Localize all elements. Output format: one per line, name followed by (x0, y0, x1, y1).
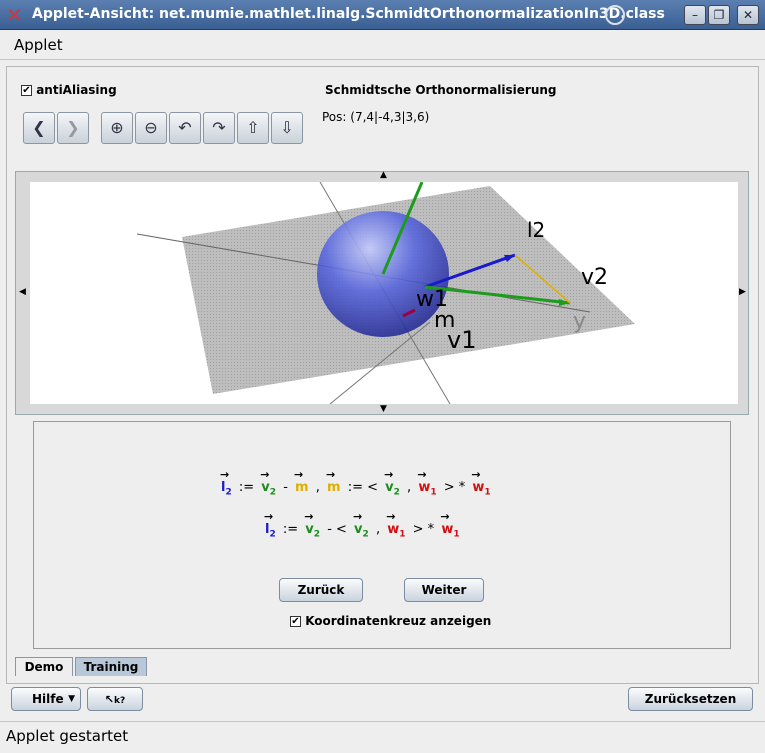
pointer-help-icon: ↖ (104, 693, 114, 706)
scroll-down-icon[interactable]: ▼ (380, 404, 387, 414)
vector-v2 (424, 285, 571, 305)
vector-v2-symbol-2: v2 (384, 468, 400, 497)
applet-panel: ✔ antiAliasing Schmidtsche Orthonormalis… (6, 66, 759, 684)
vector-m-symbol-2: m (326, 468, 341, 495)
rotate-down-icon[interactable]: ⇩ (271, 112, 303, 144)
antialiasing-label: antiAliasing (36, 83, 117, 97)
label-v2: v2 (581, 265, 608, 290)
back-button[interactable]: Zurück (279, 578, 363, 602)
context-help-label: k? (114, 696, 126, 706)
checkbox-check-icon[interactable]: ✔ (21, 85, 32, 96)
rotate-left-icon[interactable]: ↶ (169, 112, 201, 144)
vector-l2-head (504, 255, 515, 262)
show-axes-checkbox[interactable]: ✔ Koordinatenkreuz anzeigen (290, 614, 491, 628)
vector-l2-symbol-line2: l2 (264, 510, 276, 539)
scroll-up-icon[interactable]: ▲ (380, 170, 387, 180)
help-dropdown[interactable]: Hilfe ▼ (11, 687, 81, 711)
window-title: Applet-Ansicht: net.mumie.mathlet.linalg… (32, 6, 665, 22)
close-icon[interactable]: ✕ (737, 5, 759, 25)
tab-training[interactable]: Training (75, 657, 147, 676)
scene-svg[interactable]: l2 v2 w1 m v1 y (30, 181, 738, 405)
vector-v2-symbol-line2: v2 (304, 510, 320, 539)
label-m: m (434, 308, 455, 333)
zoom-out-icon[interactable]: ⊖ (135, 112, 167, 144)
status-bar: Applet gestartet (0, 721, 765, 753)
zoom-in-icon[interactable]: ⊕ (101, 112, 133, 144)
vector-w1-symbol-line2: w1 (386, 510, 405, 539)
maximize-icon[interactable]: ❐ (708, 5, 730, 25)
next-button[interactable]: Weiter (404, 578, 484, 602)
scroll-right-icon[interactable]: ▶ (739, 287, 746, 297)
java-icon (605, 5, 625, 25)
vector-w1-symbol-2: w1 (471, 468, 490, 497)
label-v1: v1 (447, 326, 476, 354)
operator-minus: - (283, 480, 288, 495)
separator-comma: , (315, 480, 320, 495)
operator-close-line2: > * (412, 522, 435, 537)
rotate-up-icon[interactable]: ⇧ (237, 112, 269, 144)
label-w1: w1 (416, 287, 448, 312)
vector-v2-head (559, 299, 570, 306)
menu-applet[interactable]: Applet (14, 36, 63, 54)
help-label: Hilfe (32, 692, 64, 706)
vector-m-line (514, 254, 571, 304)
page-title: Schmidtsche Orthonormalisierung (325, 83, 557, 97)
formula-line-2: l2 := v2 - < v2 , w1 > * w1 (262, 510, 463, 539)
reset-button[interactable]: Zurücksetzen (628, 687, 753, 711)
view-frame: ▲ ▼ ◀ ▶ (15, 170, 749, 415)
vector-w1-symbol: w1 (417, 468, 436, 497)
status-text: Applet gestartet (6, 727, 129, 745)
scroll-left-icon[interactable]: ◀ (19, 287, 26, 297)
vector-v2-symbol: v2 (260, 468, 276, 497)
3d-canvas[interactable]: l2 v2 w1 m v1 y (30, 181, 738, 405)
tab-demo[interactable]: Demo (15, 657, 73, 676)
vector-v2-axis (381, 181, 424, 275)
separator-comma-2: , (407, 480, 412, 495)
formula-line-1: l2 := v2 - m , m := < v2 , w1 > * w1 (218, 468, 494, 498)
label-y-axis: y (573, 309, 586, 334)
antialiasing-checkbox[interactable]: ✔ antiAliasing (21, 83, 117, 97)
operator-assign-inner: := < (347, 480, 378, 495)
vector-l2 (424, 253, 516, 289)
rotate-right-icon[interactable]: ↷ (203, 112, 235, 144)
operator-assign-line2: := (282, 522, 299, 537)
operator-close-times: > * (443, 480, 466, 495)
position-readout: Pos: (7,4|-4,3|3,6) (322, 110, 430, 124)
formula-panel: l2 := v2 - m , m := < v2 , w1 > * w1 l2 … (33, 421, 731, 649)
label-l2: l2 (527, 218, 545, 242)
vector-w1 (402, 308, 416, 318)
context-help-button[interactable]: ↖k? (87, 687, 143, 711)
separator-comma-line2: , (375, 522, 381, 537)
vector-m-symbol: m (294, 468, 309, 495)
axis-line-2 (329, 321, 431, 405)
vector-v2-symbol-line2-b: v2 (353, 510, 369, 539)
back-icon[interactable]: ❮ (23, 112, 55, 144)
operator-assign: := (238, 480, 255, 495)
title-bar: ✕ Applet-Ansicht: net.mumie.mathlet.lina… (0, 0, 765, 30)
minimize-icon[interactable]: – (684, 5, 706, 25)
chevron-down-icon: ▼ (68, 694, 75, 704)
forward-icon[interactable]: ❯ (57, 112, 89, 144)
operator-minus-line2: - < (327, 522, 347, 537)
show-axes-label: Koordinatenkreuz anzeigen (305, 614, 492, 628)
checkbox-check-icon-2[interactable]: ✔ (290, 616, 301, 627)
menu-bar: Applet (0, 30, 765, 60)
app-icon: ✕ (6, 3, 23, 27)
vector-l2-symbol: l2 (220, 468, 232, 497)
vector-w1-symbol-line2-b: w1 (440, 510, 459, 539)
